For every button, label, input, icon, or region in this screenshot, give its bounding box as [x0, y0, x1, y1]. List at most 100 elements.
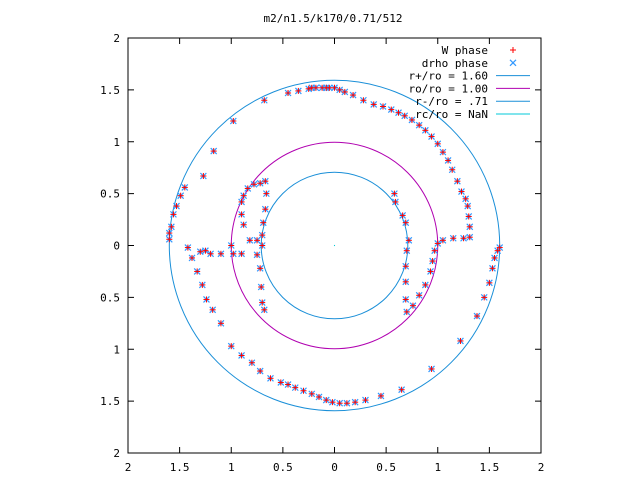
w-phase-point — [199, 281, 206, 288]
w-phase-point — [267, 375, 274, 382]
w-phase-point — [434, 140, 441, 147]
w-phase-point — [416, 122, 423, 129]
legend-label: W phase — [442, 44, 488, 57]
w-phase-point — [465, 213, 472, 220]
w-phase-point — [257, 265, 264, 272]
w-phase-point — [489, 265, 496, 272]
w-phase-point — [240, 192, 247, 199]
w-phase-point — [173, 203, 180, 210]
w-phase-point — [217, 320, 224, 327]
w-phase-point — [457, 337, 464, 344]
w-phase-point — [262, 206, 269, 213]
w-phase-point — [240, 221, 247, 228]
rc-point — [333, 244, 336, 247]
w-phase-point — [170, 211, 177, 218]
x-tick-label: 1.5 — [479, 461, 499, 474]
w-phase-point — [259, 299, 266, 306]
w-phase-point — [308, 390, 315, 397]
w-phase-point — [259, 232, 266, 239]
w-phase-point — [261, 97, 268, 104]
w-phase-point — [200, 172, 207, 179]
w-phase-point — [262, 178, 269, 185]
w-phase-point — [230, 118, 237, 124]
w-phase-point — [305, 85, 312, 92]
w-phase-point — [181, 184, 188, 191]
w-phase-point — [166, 230, 173, 237]
legend-sample-cross — [509, 59, 517, 67]
w-phase-point — [261, 306, 268, 313]
w-phase-point — [228, 343, 235, 350]
w-phase-point — [177, 192, 184, 199]
w-phase-point — [217, 250, 224, 257]
w-phase-point — [486, 279, 493, 286]
w-phase-point — [402, 278, 409, 285]
w-phase-point — [285, 89, 292, 96]
w-phase-point — [462, 195, 469, 202]
w-phase-point — [316, 393, 323, 400]
reference-circles — [168, 79, 501, 412]
w-phase-point — [460, 235, 467, 242]
y-tick-label: 1 — [113, 136, 120, 149]
w-phase-point — [194, 268, 201, 275]
w-phase-point — [331, 84, 338, 91]
w-phase-point — [360, 97, 367, 104]
w-phase-point — [166, 236, 173, 243]
w-phase-point — [238, 211, 245, 218]
legend-label: drho phase — [422, 57, 488, 70]
w-phase-point — [458, 188, 465, 195]
w-phase-point — [427, 268, 434, 275]
w-phase-point — [402, 296, 409, 303]
w-phase-point — [466, 223, 473, 230]
w-phase-point — [326, 84, 333, 91]
w-phase-point — [402, 219, 409, 226]
x-tick-label: 0.5 — [376, 461, 396, 474]
legend-label: r-/ro = .71 — [415, 95, 488, 108]
w-phase-point — [259, 242, 266, 249]
w-phase-point — [439, 149, 446, 156]
w-phase-point — [228, 242, 235, 249]
w-phase-point — [445, 157, 452, 164]
w-phase-point — [449, 166, 456, 173]
x-tick-label: 1 — [434, 461, 441, 474]
legend-label: r+/ro = 1.60 — [409, 70, 488, 83]
chart-title: m2/n1.5/k170/0.71/512 — [263, 12, 402, 25]
w-phase-point — [466, 234, 473, 241]
w-phase-point — [391, 190, 398, 197]
w-phase-point — [209, 306, 216, 313]
x-tick-label: 2 — [125, 461, 132, 474]
w-phase-point — [238, 352, 245, 359]
w-phase-point — [496, 244, 503, 251]
y-tick-label: 1.5 — [100, 84, 120, 97]
w-phase-point — [377, 392, 384, 399]
x-tick-label: 2 — [538, 461, 545, 474]
y-tick-label: 1 — [113, 343, 120, 356]
w-phase-point — [336, 86, 343, 93]
w-phase-point — [329, 399, 336, 406]
w-phase-point — [341, 88, 348, 95]
w-phase-point — [238, 250, 245, 257]
w-phase-point — [422, 281, 429, 288]
w-phase-point — [405, 237, 412, 244]
w-phase-point — [401, 112, 408, 119]
w-phase-point — [403, 308, 410, 315]
w-phase-point — [402, 263, 409, 270]
x-tick-label: 1 — [228, 461, 235, 474]
w-phase-point — [300, 387, 307, 394]
w-phase-point — [336, 400, 343, 407]
plot-axes: 2 1.5 1 0.5 0 0.5 1 1.5 221.510.500.511.52 — [100, 32, 544, 474]
w-phase-point — [254, 251, 261, 258]
w-phase-point — [295, 87, 302, 94]
w-phase-point — [416, 292, 423, 299]
w-phase-point — [184, 244, 191, 251]
w-phase-point — [197, 248, 204, 255]
w-phase-point — [248, 359, 255, 366]
w-phase-point — [292, 384, 299, 391]
w-phase-point — [481, 294, 488, 301]
w-phase-point — [395, 109, 402, 116]
w-phase-point — [370, 101, 377, 108]
w-phase-point — [168, 223, 175, 230]
w-phase-point — [428, 365, 435, 372]
y-tick-label: 2 — [113, 447, 120, 460]
w-phase-point — [238, 198, 245, 205]
